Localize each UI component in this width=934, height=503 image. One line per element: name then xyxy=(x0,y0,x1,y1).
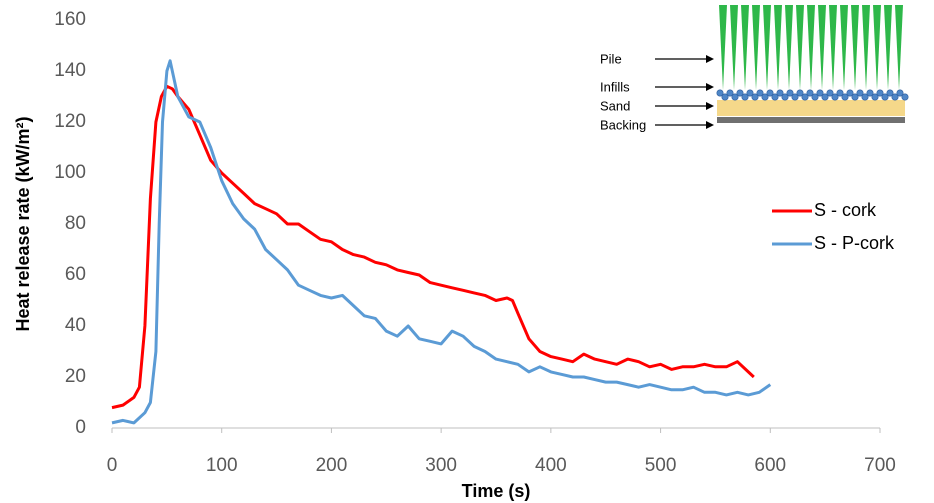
inset-infill xyxy=(811,93,819,101)
inset-sand xyxy=(717,100,905,116)
inset-pile xyxy=(796,5,804,90)
inset-label: Pile xyxy=(600,51,622,66)
inset-pile xyxy=(752,5,760,90)
inset-infill xyxy=(861,93,869,101)
inset-infill xyxy=(851,93,859,101)
inset-pile xyxy=(763,5,771,90)
x-tick-label: 300 xyxy=(425,455,457,476)
y-tick-label: 60 xyxy=(65,264,86,285)
inset-infill xyxy=(731,93,739,101)
inset-infill xyxy=(736,89,744,97)
inset-infill xyxy=(796,89,804,97)
inset-arrowhead xyxy=(706,102,714,110)
inset-infill xyxy=(896,89,904,97)
inset-pile xyxy=(862,5,870,90)
inset-arrowhead xyxy=(706,55,714,63)
inset-infill xyxy=(776,89,784,97)
inset-infill xyxy=(886,89,894,97)
x-tick-label: 500 xyxy=(645,455,677,476)
inset-arrowhead xyxy=(706,121,714,129)
inset-infill xyxy=(846,89,854,97)
inset-pile xyxy=(895,5,903,90)
inset-pile xyxy=(774,5,782,90)
x-tick-label: 100 xyxy=(206,455,238,476)
inset-infill xyxy=(881,93,889,101)
inset-infill xyxy=(716,89,724,97)
inset-infill xyxy=(791,93,799,101)
inset-infill xyxy=(766,89,774,97)
inset-label: Sand xyxy=(600,98,630,113)
inset-pile xyxy=(807,5,815,90)
inset-infill xyxy=(816,89,824,97)
x-tick-label: 400 xyxy=(535,455,567,476)
inset-pile xyxy=(730,5,738,90)
inset-pile xyxy=(851,5,859,90)
inset-infill xyxy=(726,89,734,97)
inset-infill xyxy=(891,93,899,101)
x-axis-title: Time (s) xyxy=(462,481,531,501)
inset-infill xyxy=(751,93,759,101)
x-tick-label: 0 xyxy=(107,455,118,476)
y-tick-label: 40 xyxy=(65,315,86,336)
inset-infill xyxy=(871,93,879,101)
inset-infill xyxy=(901,93,909,101)
inset-pile xyxy=(829,5,837,90)
inset-infill xyxy=(806,89,814,97)
series-line xyxy=(111,84,755,410)
inset-pile xyxy=(840,5,848,90)
inset-infill xyxy=(721,93,729,101)
inset-label: Infills xyxy=(600,79,630,94)
inset-pile xyxy=(818,5,826,90)
inset-arrowhead xyxy=(706,83,714,91)
inset-infill xyxy=(756,89,764,97)
x-tick-label: 600 xyxy=(754,455,786,476)
inset-infill xyxy=(831,93,839,101)
inset-infill xyxy=(786,89,794,97)
y-tick-label: 160 xyxy=(54,9,86,30)
inset-infill xyxy=(741,93,749,101)
inset-infill xyxy=(771,93,779,101)
inset-infill xyxy=(856,89,864,97)
inset-infill xyxy=(746,89,754,97)
legend-label: S - cork xyxy=(814,200,877,220)
inset-pile xyxy=(785,5,793,90)
inset-infill xyxy=(826,89,834,97)
y-tick-label: 120 xyxy=(54,111,86,132)
inset-backing xyxy=(717,117,905,123)
inset-infill xyxy=(781,93,789,101)
inset-label: Backing xyxy=(600,117,646,132)
series-line xyxy=(111,59,772,425)
inset-pile xyxy=(741,5,749,90)
inset-infill xyxy=(801,93,809,101)
inset-infill xyxy=(836,89,844,97)
y-tick-label: 80 xyxy=(65,213,86,234)
inset-pile xyxy=(719,5,727,90)
inset-infill xyxy=(761,93,769,101)
y-axis-title: Heat release rate (kW/m²) xyxy=(13,116,33,331)
y-tick-label: 100 xyxy=(54,162,86,183)
inset-infill xyxy=(841,93,849,101)
y-tick-label: 140 xyxy=(54,60,86,81)
x-tick-label: 700 xyxy=(864,455,896,476)
inset-pile xyxy=(873,5,881,90)
y-tick-label: 0 xyxy=(75,417,86,438)
x-tick-label: 200 xyxy=(316,455,348,476)
legend-label: S - P-cork xyxy=(814,233,895,253)
inset-infill xyxy=(821,93,829,101)
inset-pile xyxy=(884,5,892,90)
inset-infill xyxy=(876,89,884,97)
inset-infill xyxy=(866,89,874,97)
y-tick-label: 20 xyxy=(65,366,86,387)
